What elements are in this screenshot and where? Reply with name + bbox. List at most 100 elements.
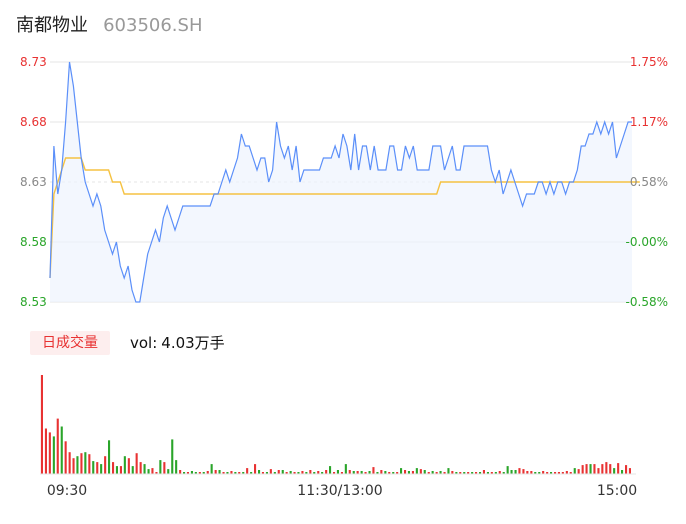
volume-bar [218,470,221,474]
volume-bar [423,470,426,474]
volume-bar [538,472,541,474]
volume-bar [364,472,367,474]
price-tick-label: 8.73 [20,55,47,69]
volume-bar [360,471,363,474]
volume-bar [321,472,324,474]
volume-bar [297,472,300,474]
volume-bar [411,471,414,474]
volume-bar [261,472,264,474]
volume-bar [597,468,600,474]
volume-bar [388,472,391,474]
volume-bar [605,462,608,474]
pct-tick-label: 1.17% [630,115,668,129]
volume-bar [372,467,375,474]
volume-bar [340,472,343,474]
volume-bar [190,471,193,474]
price-area [50,62,632,302]
volume-bar [502,472,505,474]
pct-tick-label: -0.00% [626,235,668,249]
volume-bar [226,472,229,474]
price-tick-label: 8.58 [20,235,47,249]
volume-bar [415,468,418,474]
volume-bar [80,453,83,474]
volume-bar [380,470,383,474]
volume-bar [585,464,588,474]
volume-bar [269,469,272,475]
price-tick-label: 8.68 [20,115,47,129]
volume-bar [167,469,170,475]
volume-bar [534,472,537,474]
volume-bar [392,472,395,474]
volume-bar [72,458,75,474]
volume-bar [171,439,174,474]
volume-bar [506,466,509,474]
volume-bar [56,418,59,474]
volume-bar [163,462,166,474]
volume-bar [352,471,355,474]
volume-bar [309,470,312,474]
volume-bar [443,472,446,474]
volume-bar [313,472,316,474]
volume-bar [557,472,560,474]
volume-value: 4.03万手 [161,334,225,352]
volume-bar [210,464,213,474]
volume-bar [206,471,209,474]
volume-bar [76,456,79,474]
volume-bar [333,472,336,474]
volume-bar [404,470,407,474]
volume-bar [96,462,99,474]
price-tick-label: 8.53 [20,295,47,309]
volume-bar [573,468,576,474]
volume-bar [44,428,47,474]
volume-bar [569,472,572,474]
volume-bar [159,460,162,474]
pct-tick-label: -0.58% [626,295,668,309]
volume-bar [325,470,328,474]
volume-bar [246,468,249,474]
time-label: 11:30/13:00 [297,483,382,499]
volume-bar [356,471,359,474]
volume-bar [400,468,403,474]
volume-bar [214,470,217,474]
price-axis: 8.73 8.68 8.63 8.58 8.53 [20,55,47,309]
volume-bar [305,472,308,474]
volume-bar [301,471,304,474]
volume-bar [238,472,241,474]
volume-bar [475,472,478,474]
volume-bar [514,470,517,474]
volume-bar [550,472,553,474]
volume-bar [265,472,268,474]
volume-bar [522,469,525,475]
volume-bar [250,472,253,474]
volume-bar [625,465,628,474]
volume-bar [336,470,339,474]
volume-badge: 日成交量 [30,331,110,355]
volume-bar [52,436,55,474]
volume-bar [234,472,237,474]
volume-summary: vol: 4.03万手 [130,331,225,355]
volume-bar [92,461,95,474]
volume-bar [542,471,545,474]
volume-bar [147,469,150,475]
volume-bar [617,463,620,474]
volume-bar [530,471,533,474]
volume-bar [561,472,564,474]
volume-bar [143,464,146,474]
volume-bar [490,472,493,474]
volume-bar [88,454,91,474]
volume-bar [471,472,474,474]
volume-bar [139,462,142,474]
volume-bar [289,471,292,474]
volume-bar [293,472,296,474]
volume-bar [60,426,63,474]
volume-bar [186,472,189,474]
volume-bar [344,464,347,474]
volume-bar [135,453,138,474]
volume-bar [376,472,379,474]
volume-bar [64,441,67,474]
volume-bar [455,472,458,474]
volume-bar [609,464,612,474]
volume-bar [581,465,584,474]
volume-bar [565,471,568,474]
